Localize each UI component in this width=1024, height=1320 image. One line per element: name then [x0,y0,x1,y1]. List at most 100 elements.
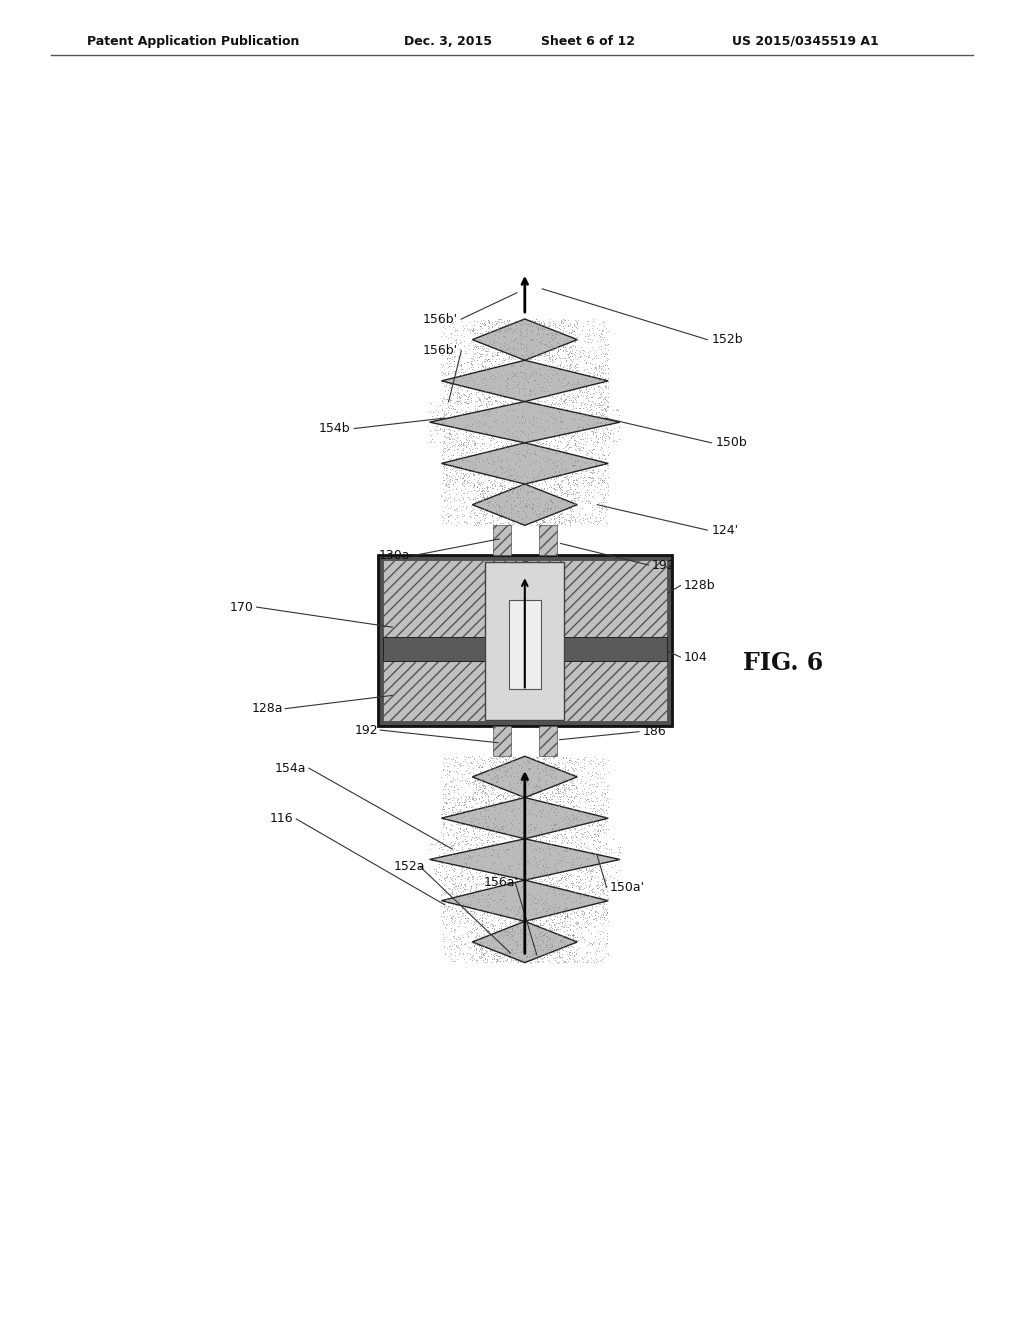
Point [440,756,457,777]
Point [493,915,509,936]
Point [453,814,469,836]
Point [542,384,558,405]
Point [567,903,584,924]
Point [555,843,571,865]
Point [504,920,520,941]
Point [518,348,535,370]
Point [516,445,532,466]
Point [514,434,530,455]
Point [578,459,594,480]
Point [509,370,525,391]
Point [507,766,523,787]
Point [499,449,515,470]
Point [573,473,590,494]
Point [588,345,604,366]
Text: 156b': 156b' [422,345,458,358]
Point [534,454,550,475]
Point [578,855,594,876]
Point [495,391,511,412]
Point [590,818,606,840]
Point [523,323,540,345]
Point [594,352,610,374]
Point [599,803,615,824]
Point [458,421,474,442]
Point [472,859,488,880]
Point [486,873,503,894]
Point [511,929,527,950]
Point [587,469,603,490]
Point [497,788,513,809]
Point [516,430,532,451]
Point [450,512,466,533]
Point [524,792,541,813]
Point [458,429,474,450]
Point [474,771,490,792]
Point [582,854,598,875]
Point [516,444,532,465]
Point [469,828,485,849]
Point [467,797,483,818]
Point [539,421,555,442]
Point [501,784,517,805]
Point [522,748,539,770]
Point [481,366,498,387]
Point [591,500,607,521]
Point [469,477,485,498]
Point [594,323,610,345]
Point [496,858,512,879]
Point [564,875,581,896]
Point [498,500,514,521]
Point [482,370,499,391]
Point [558,927,574,948]
Point [571,366,588,387]
Point [481,874,498,895]
Point [514,393,530,414]
Point [458,428,474,449]
Point [568,846,585,867]
Point [597,812,613,833]
Point [457,829,473,850]
Point [443,909,460,931]
Point [509,784,525,805]
Point [523,762,540,783]
Point [471,473,487,494]
Point [544,805,560,826]
Point [583,387,599,408]
Point [450,788,466,809]
Point [496,784,512,805]
Point [512,807,528,828]
Point [530,774,547,795]
Point [478,512,495,533]
Point [551,896,567,917]
Point [559,484,575,506]
Point [530,372,547,393]
Point [582,508,598,529]
Point [465,319,481,341]
Point [525,776,542,797]
Point [473,942,489,964]
Point [564,396,581,417]
Point [559,409,575,430]
Point [590,444,606,465]
Point [480,754,497,775]
Point [511,401,527,422]
Point [501,425,517,446]
Point [487,425,504,446]
Point [509,843,525,865]
Point [459,470,475,491]
Point [451,383,467,404]
Point [470,338,486,359]
Point [540,500,556,521]
Point [529,329,546,350]
Point [593,450,609,471]
Point [504,366,520,387]
Point [548,768,564,789]
Point [459,483,475,504]
Point [426,862,442,883]
Point [490,750,507,771]
Point [436,490,453,511]
Point [447,408,464,429]
Point [540,878,556,899]
Point [492,838,508,859]
Point [474,787,490,808]
